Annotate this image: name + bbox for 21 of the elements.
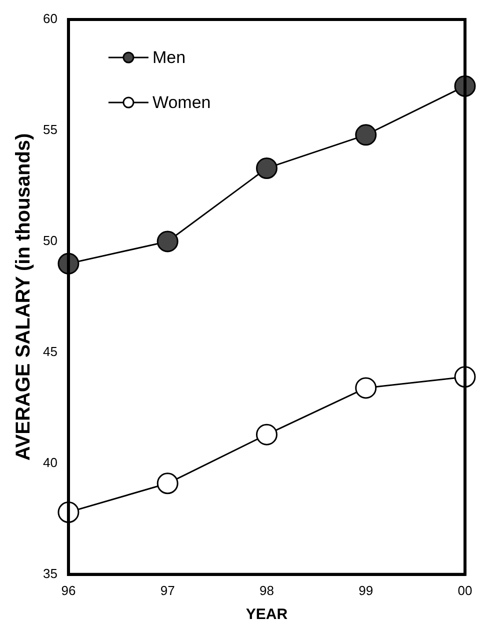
x-tick-label: 00 xyxy=(458,582,472,598)
y-tick-label: 60 xyxy=(42,11,58,26)
y-tick-label: 40 xyxy=(42,455,58,470)
x-tick-label: 99 xyxy=(358,582,374,598)
point xyxy=(156,230,178,252)
point xyxy=(256,424,278,446)
y-tick-label: 45 xyxy=(42,344,58,360)
x-tick-label: 98 xyxy=(259,582,274,598)
y-tick-label: 50 xyxy=(42,233,58,248)
y-tick-label: 55 xyxy=(42,122,58,138)
point xyxy=(355,377,377,399)
y-axis-title: AVERAGE SALARY (in thousands) xyxy=(12,133,35,461)
legend-label: Men xyxy=(152,48,186,68)
x-tick-label: 96 xyxy=(61,582,76,598)
point xyxy=(156,472,178,494)
x-tick-label: 97 xyxy=(160,582,175,598)
y-tick-label: 35 xyxy=(42,566,58,581)
point xyxy=(256,157,278,179)
x-axis-title: YEAR xyxy=(246,606,288,624)
point xyxy=(355,124,377,146)
legend-label: Women xyxy=(152,93,211,112)
